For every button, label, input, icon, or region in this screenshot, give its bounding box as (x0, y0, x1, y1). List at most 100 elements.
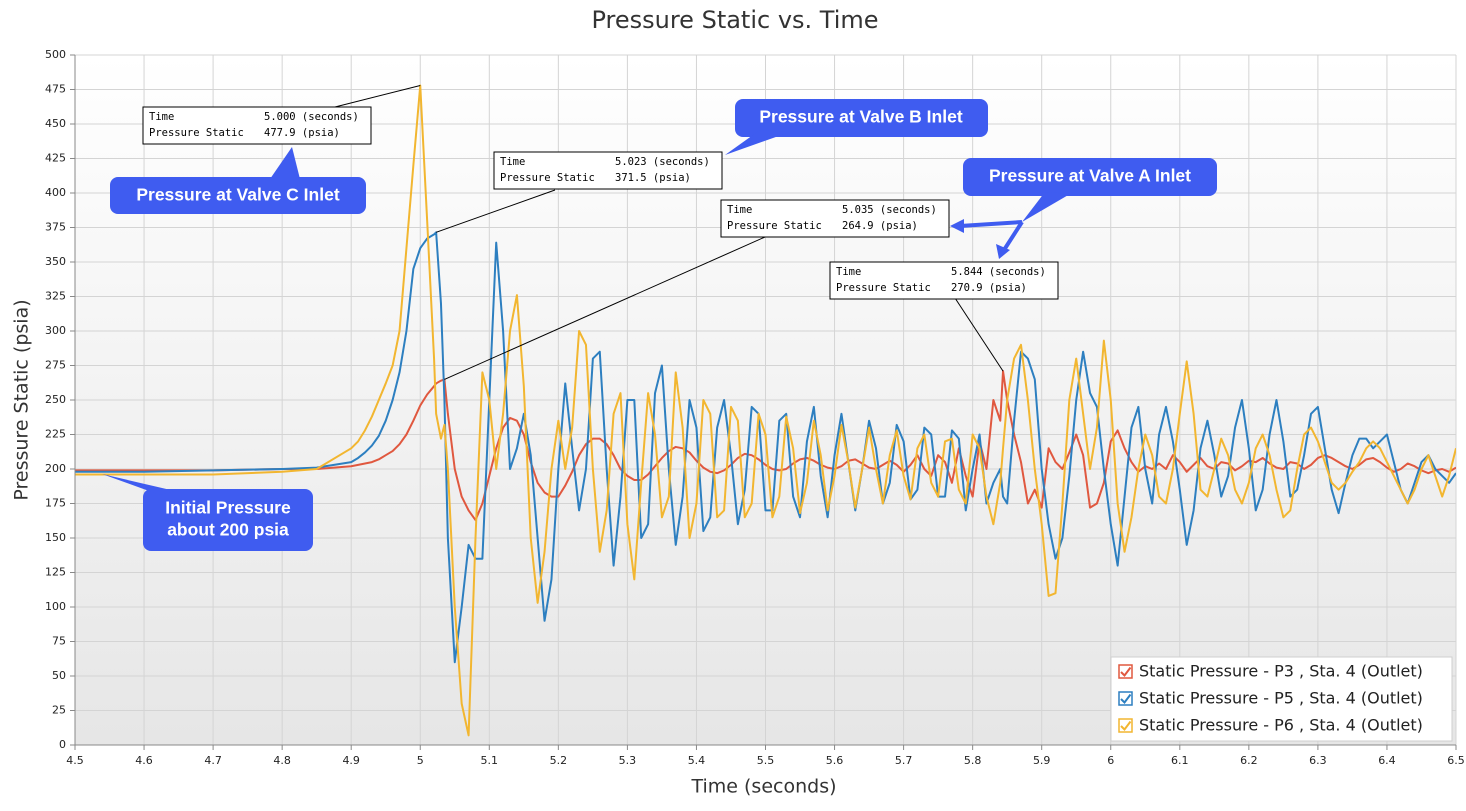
legend-box (1110, 656, 1453, 742)
tooltip-label: Pressure Static (836, 282, 931, 294)
tooltip-value: 5.035 (seconds) (842, 204, 937, 216)
y-tick-label: 450 (45, 117, 66, 130)
y-tick-label: 500 (45, 48, 66, 61)
x-tick-label: 5.9 (1033, 754, 1051, 767)
legend-swatch (1118, 691, 1133, 706)
legend-check (1120, 693, 1132, 705)
y-tick-label: 75 (52, 635, 66, 648)
x-tick-label: 5.7 (895, 754, 913, 767)
y-tick-label: 50 (52, 669, 66, 682)
x-tick-label: 5.4 (688, 754, 706, 767)
x-tick-label: 6.4 (1378, 754, 1396, 767)
x-axis-title: Time (seconds) (690, 776, 836, 798)
callout-box (143, 489, 313, 551)
x-tick-label: 6.3 (1309, 754, 1327, 767)
tooltip-leader (334, 85, 421, 108)
tooltip-value: 264.9 (psia) (842, 220, 918, 232)
x-tick-label: 5.3 (619, 754, 637, 767)
callout-text: Pressure at Valve B Inlet (759, 107, 962, 127)
legend-check (1120, 720, 1132, 732)
legend-label: Static Pressure - P3 , Sta. 4 (Outlet) (1139, 662, 1423, 681)
x-tick-label: 5.1 (481, 754, 499, 767)
tooltip-value: 477.9 (psia) (264, 127, 340, 139)
y-tick-label: 200 (45, 462, 66, 475)
tooltip-label: Time (727, 204, 752, 216)
y-tick-label: 400 (45, 186, 66, 199)
callout-text: Pressure at Valve A Inlet (989, 166, 1191, 186)
callout-tail (725, 130, 790, 155)
tooltip-box (829, 261, 1059, 300)
legend: Static Pressure - P3 , Sta. 4 (Outlet) St… (1110, 656, 1453, 742)
y-tick-label: 300 (45, 324, 66, 337)
series-layer (75, 84, 1456, 737)
grid (74, 54, 1457, 746)
tooltips: Time 5.000 (seconds) Pressure Static 477.9 … (142, 85, 1059, 380)
y-tick-label: 475 (45, 83, 66, 96)
callout-arrowhead (996, 244, 1010, 259)
tooltip-value: 5.844 (seconds) (951, 266, 1046, 278)
legend-check (1120, 666, 1132, 678)
y-axis-title: Pressure Static (psia) (11, 299, 33, 500)
tooltip-leader (435, 189, 556, 233)
y-tick-label: 150 (45, 531, 66, 544)
tooltip-label: Pressure Static (500, 172, 595, 184)
x-tick-label: 4.6 (135, 754, 153, 767)
tooltip-leader (954, 297, 1004, 372)
tooltip-label: Time (149, 111, 174, 123)
series-line (75, 84, 1456, 737)
x-tick-label: 5 (417, 754, 424, 767)
y-tick-label: 375 (45, 221, 66, 234)
legend-label: Static Pressure - P5 , Sta. 4 (Outlet) (1139, 689, 1423, 708)
callout-text: Initial Pressure (165, 498, 291, 518)
y-tick-label: 175 (45, 497, 66, 510)
x-tick-label: 4.9 (342, 754, 360, 767)
tooltip-box (142, 106, 372, 145)
legend-swatch (1118, 718, 1133, 733)
tooltip-label: Pressure Static (727, 220, 822, 232)
x-tick-label: 6.2 (1240, 754, 1258, 767)
tooltip-value: 371.5 (psia) (615, 172, 691, 184)
x-tick-label: 6 (1107, 754, 1114, 767)
callout-box (735, 99, 988, 137)
callout-box (110, 177, 366, 214)
callout-arrowhead (950, 219, 964, 233)
callout-shapes (102, 99, 1217, 551)
chart-title: Pressure Static vs. Time (591, 6, 878, 34)
y-tick-label: 125 (45, 566, 66, 579)
x-tick-label: 6.1 (1171, 754, 1189, 767)
tooltip-value: 270.9 (psia) (951, 282, 1027, 294)
tooltip-leader (444, 236, 766, 380)
y-tick-label: 0 (59, 738, 66, 751)
y-tick-label: 350 (45, 255, 66, 268)
legend-label: Static Pressure - P6 , Sta. 4 (Outlet) (1139, 716, 1423, 735)
callout-text: about 200 psia (167, 520, 289, 540)
tooltip-label: Pressure Static (149, 127, 244, 139)
callout-text: Pressure at Valve C Inlet (136, 185, 339, 205)
callouts: Pressure at Valve C Inlet Pressure at Val… (136, 107, 1191, 540)
x-tick-label: 5.2 (550, 754, 568, 767)
legend-swatch (1118, 664, 1133, 679)
y-tick-label: 250 (45, 393, 66, 406)
x-tick-label: 4.7 (204, 754, 222, 767)
x-tick-label: 6.5 (1447, 754, 1465, 767)
y-tick-label: 25 (52, 704, 66, 717)
x-tick-label: 5.5 (757, 754, 775, 767)
callout-box (963, 158, 1217, 196)
x-tick-label: 4.5 (66, 754, 84, 767)
callout-arrow (959, 220, 1023, 228)
callout-tail (1022, 192, 1070, 222)
x-tick-label: 5.6 (826, 754, 844, 767)
y-tick-label: 100 (45, 600, 66, 613)
tooltip-value: 5.023 (seconds) (615, 156, 710, 168)
tooltip-box (720, 199, 950, 238)
tooltip-label: Time (836, 266, 861, 278)
y-tick-label: 425 (45, 152, 66, 165)
callout-arrow (1002, 220, 1024, 252)
x-tick-label: 5.8 (964, 754, 982, 767)
y-tick-label: 325 (45, 290, 66, 303)
axis-labels: 0 25 50 75 100 125 150 175 200 225 250 275 300 325 350… (45, 48, 1465, 767)
tooltip-label: Time (500, 156, 525, 168)
y-tick-label: 225 (45, 428, 66, 441)
